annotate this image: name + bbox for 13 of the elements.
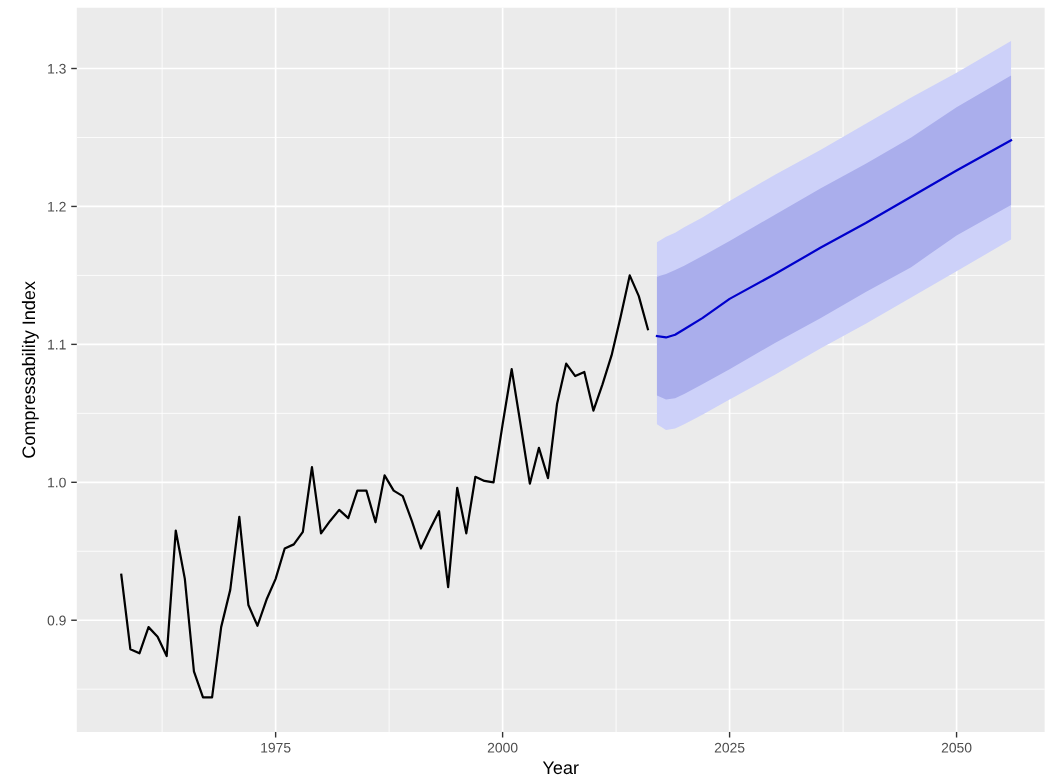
x-axis-title: Year (542, 761, 579, 775)
y-axis-title: Compressability Index (21, 281, 39, 458)
line-series (120, 274, 649, 699)
y-tick-label: 1.2 (48, 201, 66, 212)
y-tick-label: 1.3 (48, 63, 66, 74)
line-series (655, 139, 1013, 339)
x-tick-label: 2025 (714, 742, 745, 753)
x-tick-label: 1975 (261, 742, 291, 753)
x-tick-label: 2050 (941, 742, 972, 753)
x-tick-label: 2000 (487, 742, 518, 753)
y-tick-label: 1.1 (48, 339, 66, 350)
y-tick-label: 1.0 (48, 477, 66, 488)
y-tick-label: 0.9 (47, 615, 66, 626)
